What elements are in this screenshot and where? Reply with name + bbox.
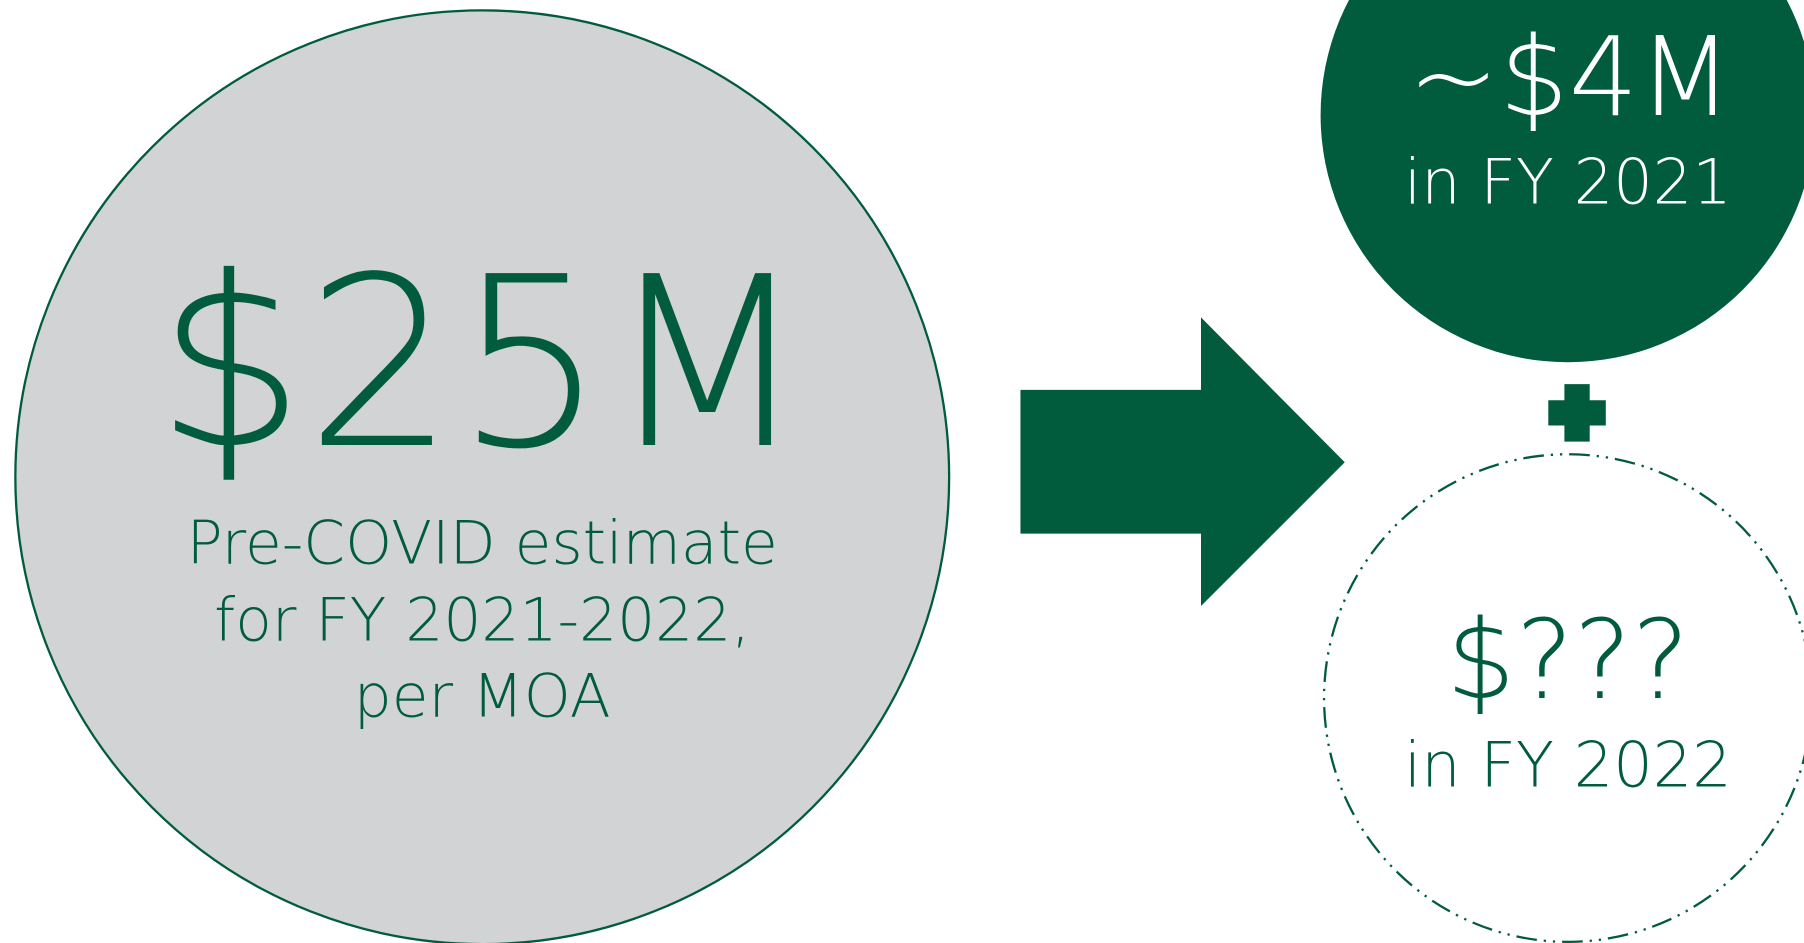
estimate-circle	[14, 9, 951, 943]
estimate-line: Pre-COVID estimate	[187, 509, 778, 579]
estimate-line: per MOA	[354, 661, 611, 731]
arrow	[1020, 317, 1345, 607]
fy2021-amount: ~$4M	[1408, 14, 1733, 141]
estimate-line: for FY 2021-2022,	[214, 586, 750, 656]
plus-sign	[1548, 384, 1606, 442]
fy2022-label: in FY 2022	[1404, 729, 1732, 802]
fy2021-circle	[1320, 0, 1804, 363]
fy2021-label: in FY 2021	[1404, 146, 1732, 219]
fy2022-circle	[1322, 453, 1804, 943]
fy2022-amount: $???	[1446, 597, 1689, 724]
estimate-amount: $25M	[156, 226, 809, 501]
